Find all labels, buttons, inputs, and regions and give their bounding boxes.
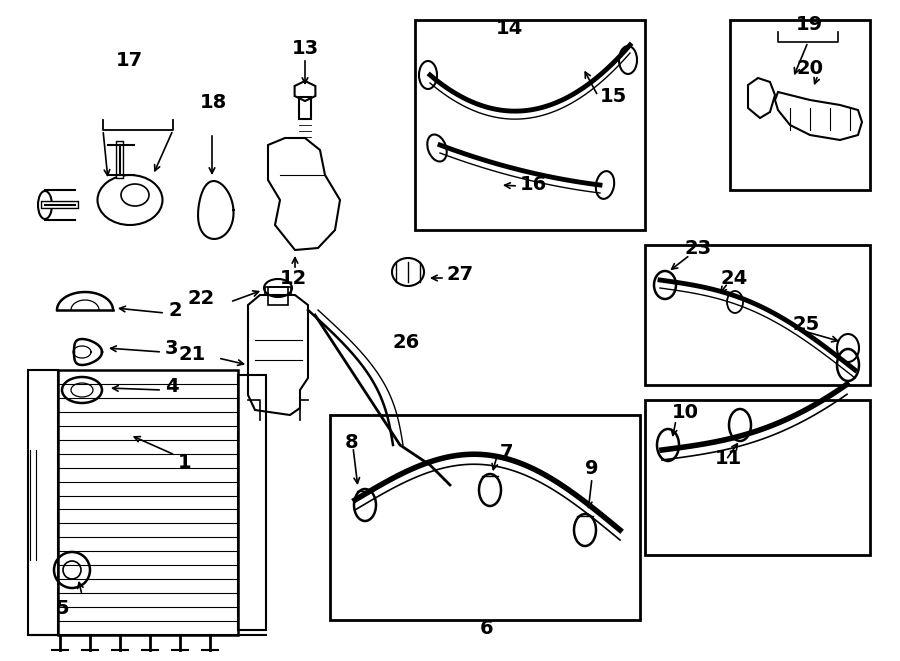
Text: 16: 16	[520, 176, 547, 194]
Text: 4: 4	[165, 377, 178, 397]
Bar	[238, 375, 266, 630]
Bar	[645, 245, 870, 385]
Text: 24: 24	[720, 268, 747, 288]
Text: 27: 27	[447, 266, 474, 284]
Bar	[28, 370, 58, 635]
Bar	[330, 415, 640, 620]
Text: 7: 7	[500, 442, 514, 461]
Text: 11: 11	[715, 449, 742, 467]
Text: 1: 1	[178, 453, 192, 471]
Bar	[268, 287, 288, 305]
Bar	[299, 97, 311, 119]
Text: 3: 3	[165, 340, 178, 358]
Text: 20: 20	[796, 59, 823, 77]
Bar	[58, 370, 238, 635]
Bar	[265, 287, 291, 295]
Text: 19: 19	[796, 15, 824, 34]
Text: 14: 14	[496, 19, 523, 38]
Text: 13: 13	[292, 38, 320, 58]
Text: 12: 12	[280, 268, 307, 288]
Text: 17: 17	[116, 50, 143, 69]
Text: 6: 6	[480, 619, 493, 637]
Text: 22: 22	[188, 288, 215, 307]
Text: 23: 23	[684, 239, 711, 258]
Text: 26: 26	[393, 332, 420, 352]
Text: 25: 25	[792, 315, 819, 334]
Text: 18: 18	[200, 93, 227, 112]
Text: 21: 21	[179, 346, 206, 364]
Text: 10: 10	[672, 403, 699, 422]
Text: 8: 8	[345, 432, 358, 451]
Bar	[415, 20, 645, 230]
Text: 9: 9	[585, 459, 598, 477]
Bar	[645, 400, 870, 555]
Text: 5: 5	[55, 598, 68, 617]
Text: 15: 15	[600, 87, 627, 106]
Bar	[730, 20, 870, 190]
Text: 2: 2	[168, 301, 182, 319]
